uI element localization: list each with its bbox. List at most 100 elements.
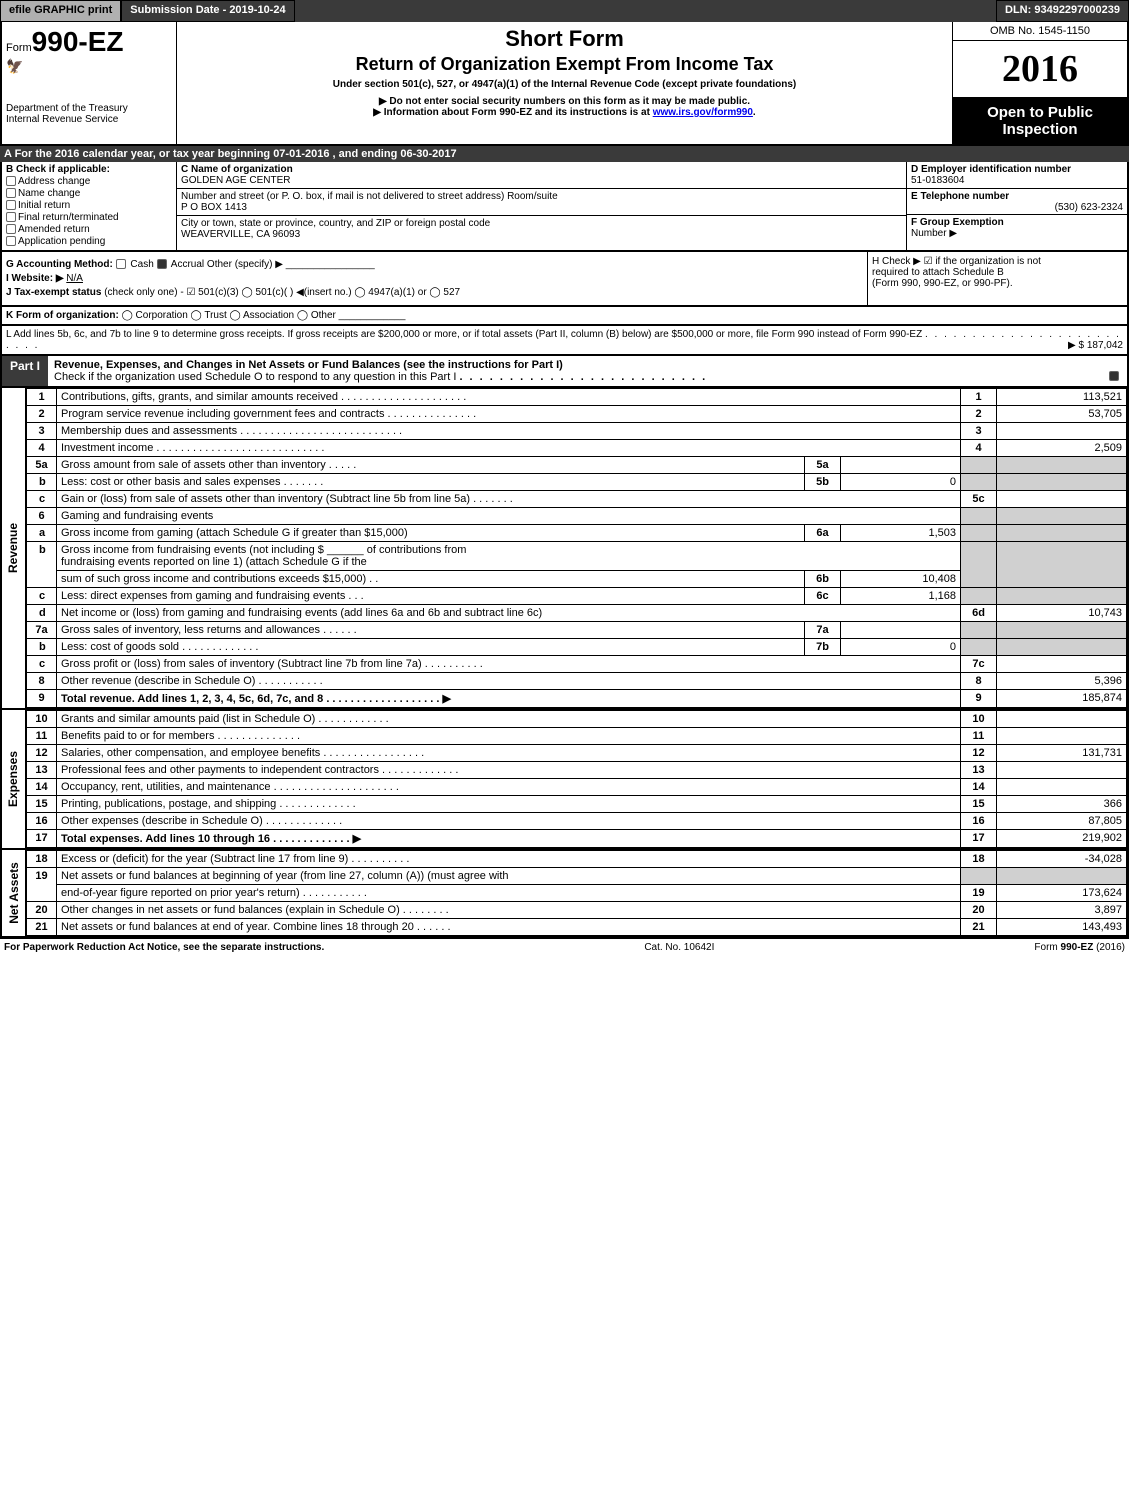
line13-desc: Professional fees and other payments to … (57, 762, 961, 779)
dln: DLN: 93492297000239 (996, 0, 1129, 22)
line8-val: 5,396 (997, 673, 1127, 690)
line7c-val (997, 656, 1127, 673)
line7b-desc: Less: cost of goods sold . . . . . . . .… (57, 639, 805, 656)
line6b-desc-b: sum of such gross income and contributio… (57, 571, 805, 588)
line7c-desc: Gross profit or (loss) from sales of inv… (57, 656, 961, 673)
note-info: ▶ Information about Form 990-EZ and its … (187, 107, 942, 118)
net-assets-table: 18Excess or (deficit) for the year (Subt… (26, 850, 1127, 936)
line20-desc: Other changes in net assets or fund bala… (57, 902, 961, 919)
side-net-assets-label: Net Assets (7, 862, 21, 924)
c-name-label: C Name of organization (181, 164, 293, 175)
line13-val (997, 762, 1127, 779)
h-line2: required to attach Schedule B (872, 267, 1123, 278)
j-tax-exempt-opts: (check only one) - ☑ 501(c)(3) ◯ 501(c)(… (104, 287, 460, 298)
l-text: L Add lines 5b, 6c, and 7b to line 9 to … (6, 329, 922, 340)
expenses-section: Expenses 10Grants and similar amounts pa… (0, 710, 1129, 850)
revenue-table: 1Contributions, gifts, grants, and simil… (26, 388, 1127, 708)
org-city: WEAVERVILLE, CA 96093 (181, 229, 300, 240)
k-label: K Form of organization: (6, 310, 119, 321)
chk-schedule-o[interactable] (1109, 371, 1119, 381)
line19-desc1: Net assets or fund balances at beginning… (57, 868, 961, 885)
footer-mid: Cat. No. 10642I (644, 942, 714, 953)
chk-final-return[interactable]: Final return/terminated (6, 212, 172, 223)
form-number: Form990-EZ (6, 26, 172, 58)
other-specify: Other (specify) ▶ (207, 259, 283, 270)
footer-right: Form 990-EZ (2016) (1034, 942, 1125, 953)
line6d-val: 10,743 (997, 605, 1127, 622)
chk-address-change[interactable]: Address change (6, 176, 172, 187)
line11-val (997, 728, 1127, 745)
line18-val: -34,028 (997, 851, 1127, 868)
form-no-big: 990-EZ (32, 26, 124, 57)
chk-accrual[interactable] (157, 259, 167, 269)
part1-title: Revenue, Expenses, and Changes in Net As… (48, 356, 1127, 386)
chk-cash[interactable] (116, 259, 126, 269)
entity-info: B Check if applicable: Address change Na… (0, 162, 1129, 252)
line17-val: 219,902 (997, 830, 1127, 848)
tax-year: 2016 (953, 41, 1127, 98)
title-return: Return of Organization Exempt From Incom… (187, 54, 942, 75)
header-left: Form990-EZ 🦅 Department of the Treasury … (2, 22, 177, 144)
part1-title-text: Revenue, Expenses, and Changes in Net As… (54, 359, 563, 371)
line17-desc: Total expenses. Add lines 10 through 16 … (57, 830, 961, 848)
row-l-gross-receipts: L Add lines 5b, 6c, and 7b to line 9 to … (0, 326, 1129, 356)
chk-initial-return[interactable]: Initial return (6, 200, 172, 211)
website-value: N/A (66, 273, 83, 284)
line2-val: 53,705 (997, 406, 1127, 423)
form-header: Form990-EZ 🦅 Department of the Treasury … (0, 22, 1129, 146)
open-line1: Open to Public (957, 104, 1123, 121)
side-revenue-label: Revenue (7, 523, 21, 573)
ein-value: 51-0183604 (911, 175, 964, 186)
row-accounting-website: G Accounting Method: Cash Accrual Other … (0, 252, 1129, 307)
revenue-section: Revenue 1Contributions, gifts, grants, a… (0, 388, 1129, 710)
expenses-table: 10Grants and similar amounts paid (list … (26, 710, 1127, 848)
line15-desc: Printing, publications, postage, and shi… (57, 796, 961, 813)
line5a-inval (841, 457, 961, 474)
chk-amended-return[interactable]: Amended return (6, 224, 172, 235)
line4-desc: Investment income . . . . . . . . . . . … (57, 440, 961, 457)
org-name: GOLDEN AGE CENTER (181, 175, 290, 186)
line15-val: 366 (997, 796, 1127, 813)
chk-application-pending[interactable]: Application pending (6, 236, 172, 247)
line6b-inval: 10,408 (841, 571, 961, 588)
dept-treasury: Department of the Treasury (6, 103, 172, 114)
line1-desc: Contributions, gifts, grants, and simila… (57, 389, 961, 406)
submission-date: Submission Date - 2019-10-24 (121, 0, 294, 22)
open-line2: Inspection (957, 121, 1123, 138)
line5c-val (997, 491, 1127, 508)
k-options: ◯ Corporation ◯ Trust ◯ Association ◯ Ot… (122, 310, 336, 321)
c-street-label: Number and street (or P. O. box, if mail… (181, 191, 558, 202)
f-group-label: F Group Exemption (911, 217, 1004, 228)
line5b-desc: Less: cost or other basis and sales expe… (57, 474, 805, 491)
line5b-inval: 0 (841, 474, 961, 491)
side-net-assets: Net Assets (2, 850, 26, 936)
line21-val: 143,493 (997, 919, 1127, 936)
line9-desc: Total revenue. Add lines 1, 2, 3, 4, 5c,… (57, 690, 961, 708)
chk-name-change[interactable]: Name change (6, 188, 172, 199)
f-group-number: Number ▶ (911, 228, 957, 239)
cash-label: Cash (130, 259, 153, 270)
title-short-form: Short Form (187, 26, 942, 52)
line5a-desc: Gross amount from sale of assets other t… (57, 457, 805, 474)
side-expenses: Expenses (2, 710, 26, 848)
line7b-inval: 0 (841, 639, 961, 656)
phone-value: (530) 623-2324 (1055, 202, 1123, 213)
irs-link[interactable]: www.irs.gov/form990 (653, 107, 753, 118)
line18-desc: Excess or (deficit) for the year (Subtra… (57, 851, 961, 868)
line6c-desc: Less: direct expenses from gaming and fu… (57, 588, 805, 605)
l-amount: ▶ $ 187,042 (1068, 340, 1123, 351)
line10-val (997, 711, 1127, 728)
line7a-inval (841, 622, 961, 639)
line6a-desc: Gross income from gaming (attach Schedul… (57, 525, 805, 542)
line6d-desc: Net income or (loss) from gaming and fun… (57, 605, 961, 622)
line8-desc: Other revenue (describe in Schedule O) .… (57, 673, 961, 690)
line6-desc: Gaming and fundraising events (57, 508, 961, 525)
subtitle-section: Under section 501(c), 527, or 4947(a)(1)… (187, 79, 942, 90)
line16-desc: Other expenses (describe in Schedule O) … (57, 813, 961, 830)
efile-print-button[interactable]: efile GRAPHIC print (0, 0, 121, 22)
page-footer: For Paperwork Reduction Act Notice, see … (0, 938, 1129, 956)
col-c-org: C Name of organization GOLDEN AGE CENTER… (177, 162, 907, 250)
e-phone-label: E Telephone number (911, 191, 1009, 202)
h-schedule-b: H Check ▶ ☑ if the organization is not r… (867, 252, 1127, 305)
header-right: OMB No. 1545-1150 2016 Open to Public In… (952, 22, 1127, 144)
